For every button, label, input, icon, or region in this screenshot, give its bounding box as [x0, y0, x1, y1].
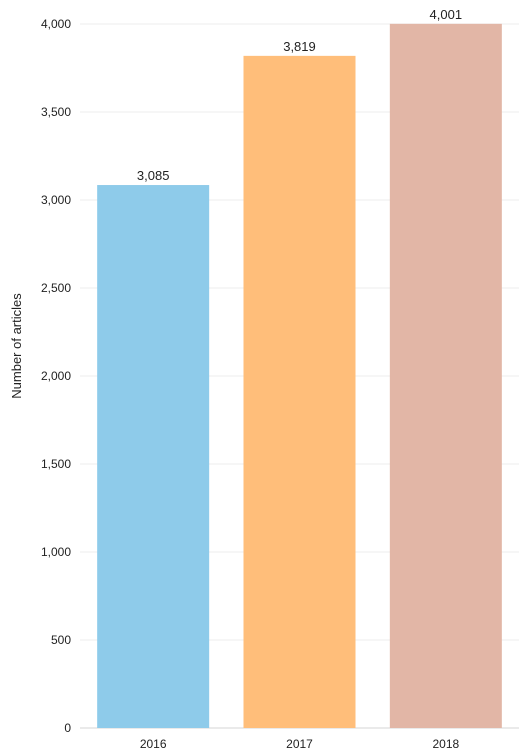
bar-2017: [243, 55, 356, 728]
x-axis-tick-labels: 2016 2017 2018: [140, 737, 460, 751]
y-tick-label: 500: [51, 633, 71, 647]
x-tick-label-2018: 2018: [432, 737, 459, 751]
y-tick-label: 3,500: [41, 105, 71, 119]
y-axis-title: Number of articles: [9, 293, 24, 399]
bar-2018: [389, 23, 502, 729]
bar-2016: [97, 185, 210, 729]
y-tick-label: 1,500: [41, 457, 71, 471]
x-tick-label-2016: 2016: [140, 737, 167, 751]
y-tick-label: 1,000: [41, 545, 71, 559]
x-tick-label-2017: 2017: [286, 737, 313, 751]
data-labels: 3,085 3,819 4,001: [137, 7, 462, 183]
y-tick-label: 2,500: [41, 281, 71, 295]
y-tick-label: 0: [64, 721, 71, 735]
bars: [97, 23, 502, 729]
data-label-2018: 4,001: [430, 7, 463, 22]
data-label-2017: 3,819: [283, 39, 316, 54]
data-label-2016: 3,085: [137, 168, 170, 183]
y-axis-tick-labels: 0 500 1,000 1,500 2,000 2,500 3,000 3,500 4,000: [41, 17, 71, 735]
y-tick-label: 2,000: [41, 369, 71, 383]
y-tick-label: 4,000: [41, 17, 71, 31]
y-tick-label: 3,000: [41, 193, 71, 207]
